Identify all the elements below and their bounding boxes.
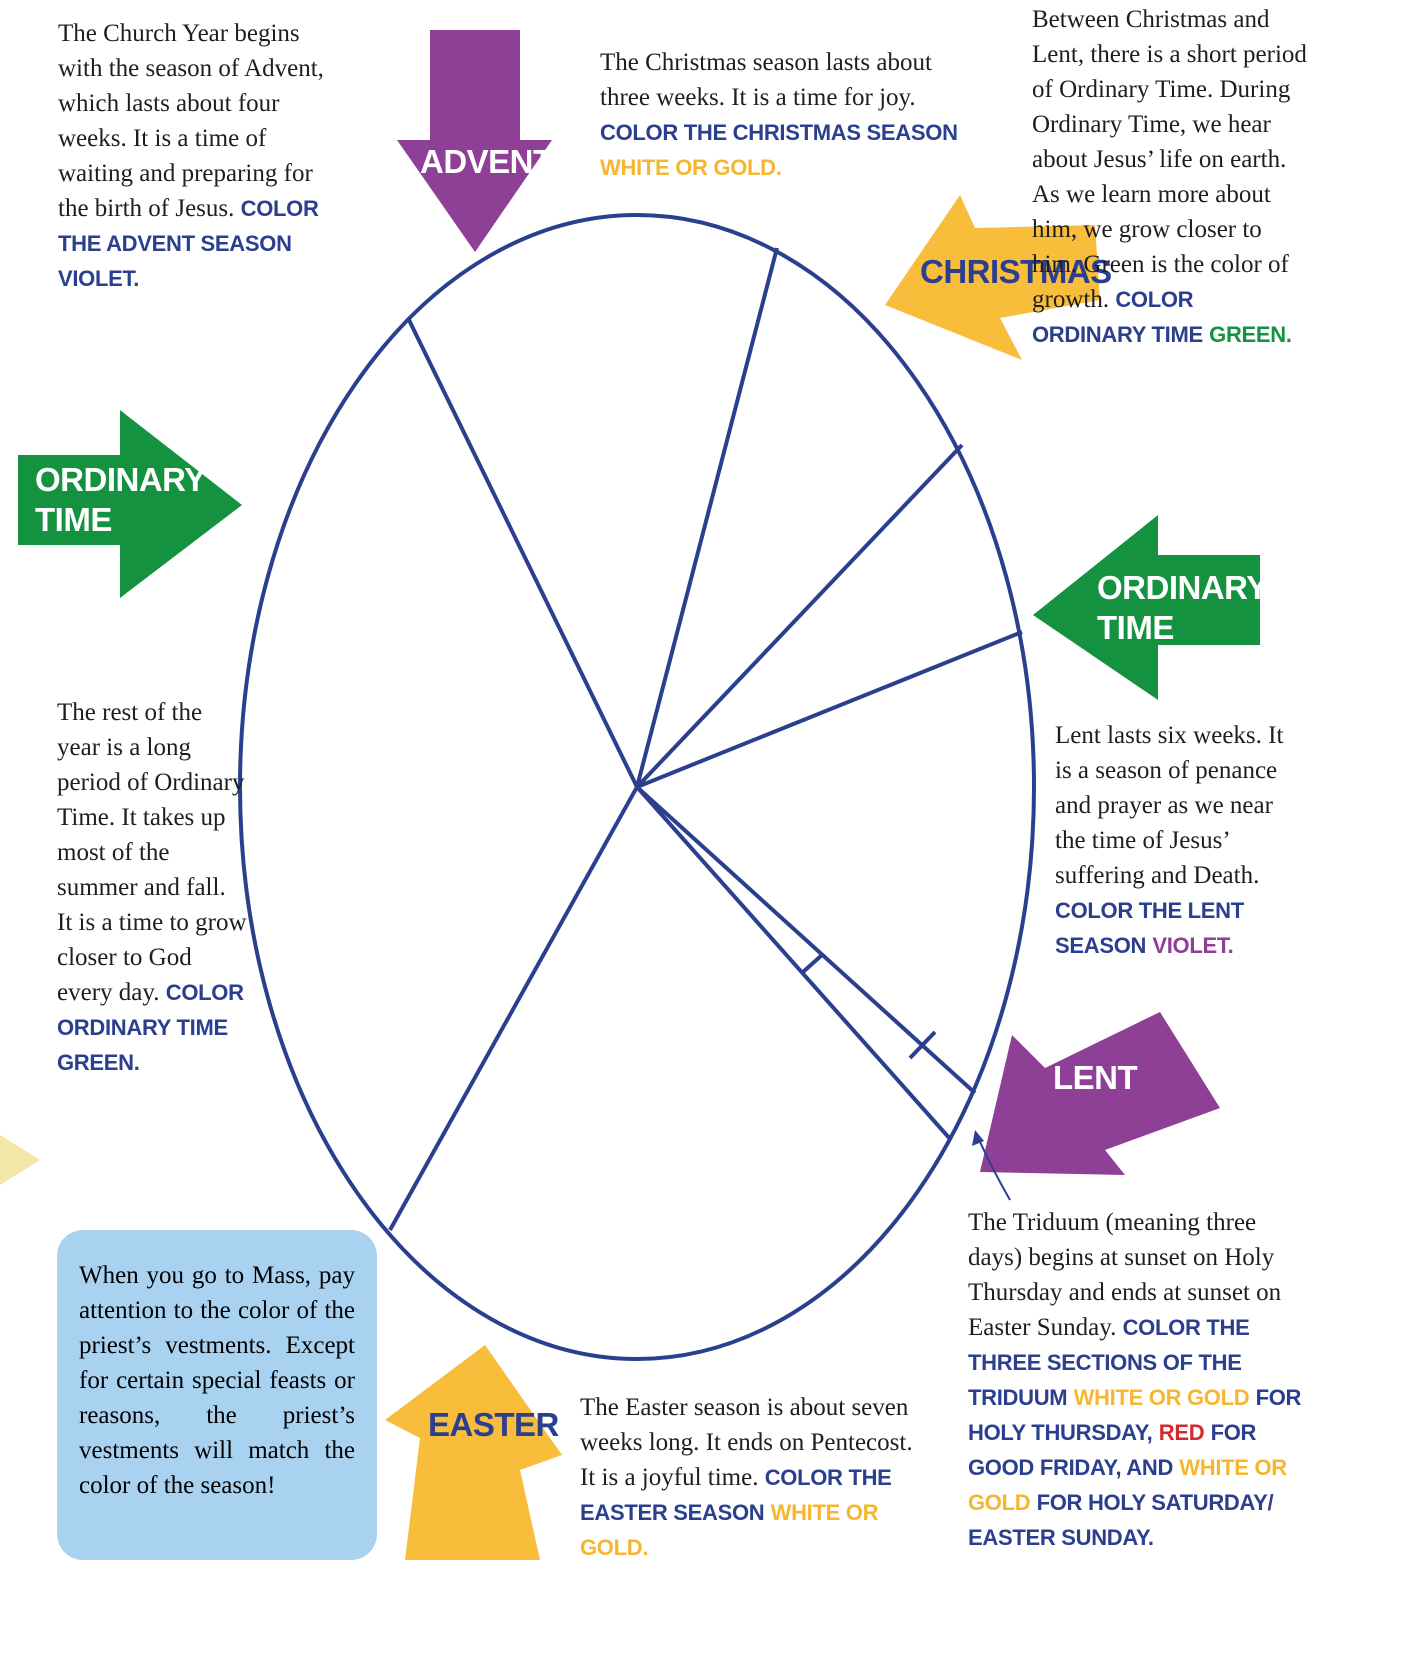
divider	[409, 320, 637, 787]
text-block: The Church Year begins with the season o…	[58, 16, 333, 296]
leaf	[0, 1135, 40, 1185]
text-block: Lent lasts six weeks. It is a season of …	[1055, 718, 1305, 963]
arrow-label: ORDINARY TIME	[35, 460, 195, 540]
text-block: The rest of the year is a long period of…	[57, 695, 247, 1080]
pointer-head	[972, 1130, 984, 1146]
divider	[637, 248, 777, 787]
body-text: The Church Year begins with the season o…	[58, 20, 324, 222]
note-box: When you go to Mass, pay attention to th…	[57, 1230, 377, 1560]
divider	[637, 787, 975, 1093]
divider	[637, 632, 1022, 787]
text-block: Between Christmas and Lent, there is a s…	[1032, 2, 1310, 352]
advent-arrow	[397, 30, 552, 252]
instruction: WHITE OR GOLD	[1074, 1385, 1250, 1410]
body-text: The rest of the year is a long period of…	[57, 699, 247, 1006]
text-block: The Triduum (meaning three days) begins …	[968, 1205, 1313, 1555]
divider	[390, 787, 637, 1230]
arrow-label: EASTER	[428, 1405, 559, 1445]
text-block: The Christmas season lasts about three w…	[600, 45, 960, 185]
arrow-label: LENT	[1053, 1058, 1137, 1098]
instruction: COLOR THE CHRISTMAS SEASON	[600, 120, 958, 145]
easter-arrow	[385, 1345, 562, 1560]
arrow-label: ORDINARY TIME	[1097, 568, 1257, 648]
body-text: The Christmas season lasts about three w…	[600, 49, 932, 111]
instruction: GREEN.	[1209, 322, 1292, 347]
text-block: The Easter season is about seven weeks l…	[580, 1390, 925, 1565]
divider	[637, 445, 962, 787]
instruction: RED	[1159, 1420, 1205, 1445]
arrow-label: ADVENT	[420, 142, 553, 182]
body-text: Lent lasts six weeks. It is a season of …	[1055, 722, 1283, 889]
divider	[803, 955, 822, 972]
page: ADVENT CHRISTMAS ORDINARY TIME ORDINARY …	[0, 0, 1412, 1660]
body-text: Between Christmas and Lent, there is a s…	[1032, 6, 1307, 313]
instruction: VIOLET.	[1152, 933, 1233, 958]
divider	[637, 787, 951, 1140]
instruction: WHITE OR GOLD.	[600, 155, 782, 180]
